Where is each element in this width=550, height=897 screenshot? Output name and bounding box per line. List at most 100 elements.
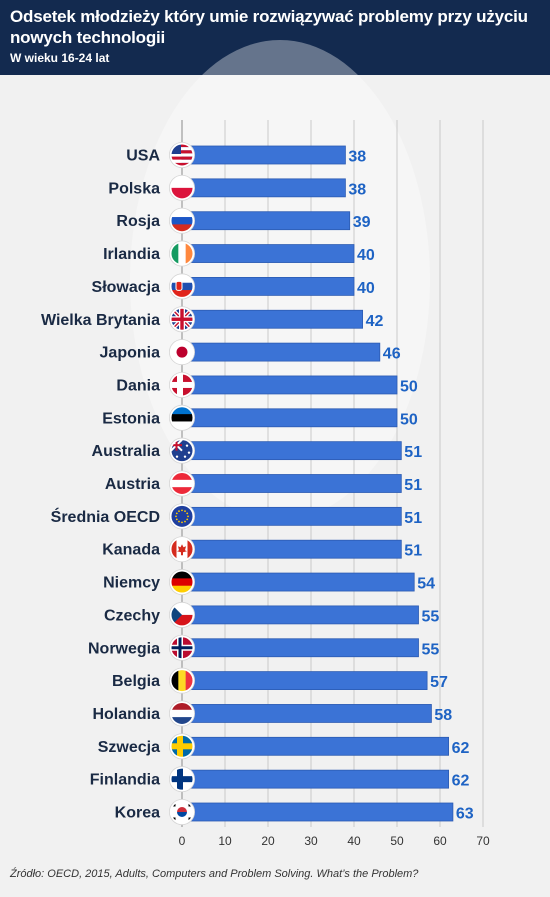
flag-austria-icon (168, 470, 196, 497)
category-label: Dania (116, 377, 160, 394)
data-label: 50 (400, 378, 418, 395)
bar-row: Australia 51 (92, 437, 422, 464)
bar-row: Średnia OECD 51 (51, 503, 422, 530)
flag-finland-icon (168, 766, 196, 793)
data-label: 38 (348, 181, 366, 198)
bar (181, 704, 432, 723)
category-label: Australia (92, 443, 161, 460)
bar-row: Estonia 50 (102, 404, 418, 431)
bar-row: Holandia 58 (92, 700, 452, 727)
category-label: Słowacja (92, 279, 161, 296)
data-label: 51 (404, 477, 422, 494)
bar-row: Austria 51 (105, 470, 422, 497)
data-label: 51 (404, 510, 422, 527)
category-label: Austria (105, 476, 160, 493)
category-label: Japonia (100, 345, 161, 362)
category-label: Czechy (104, 607, 160, 624)
bar (181, 506, 402, 526)
flag-netherlands-icon (168, 700, 196, 727)
data-label: 55 (422, 608, 440, 625)
flag-norway-icon (168, 634, 196, 661)
bar-chart: USA 38 Polska 38 Rosja 39 Irlandia 40 Słowacja 40… (41, 120, 490, 848)
data-label: 62 (452, 740, 470, 757)
source-note: Źródło: OECD, 2015, Adults, Computers an… (10, 868, 419, 880)
bar (181, 605, 419, 625)
bar-row: Słowacja 40 (92, 273, 375, 300)
bar (181, 375, 398, 395)
data-label: 58 (434, 707, 452, 724)
bar (181, 342, 381, 362)
bar (181, 178, 346, 198)
data-label: 38 (348, 149, 366, 166)
bar (181, 539, 402, 559)
x-tick-label: 70 (476, 834, 490, 848)
flag-korea-icon (168, 798, 196, 826)
x-tick-label: 40 (347, 834, 361, 848)
chart-subtitle: W wieku 16-24 lat (10, 51, 110, 65)
bar-row: Belgia 57 (112, 667, 448, 694)
bar-row: Rosja 39 (116, 207, 371, 234)
bar-row: Irlandia 40 (103, 240, 375, 267)
bar-row: Finlandia 62 (90, 766, 470, 793)
bar-row: Norwegia 55 (88, 634, 440, 661)
category-label: Korea (115, 805, 160, 822)
x-tick-label: 60 (433, 834, 447, 848)
x-tick-label: 0 (179, 834, 186, 848)
bar-row: Japonia 46 (100, 339, 401, 366)
category-label: Wielka Brytania (41, 312, 160, 329)
category-label: Polska (108, 180, 160, 197)
bar (181, 276, 355, 296)
bar (181, 244, 355, 263)
bar (181, 736, 450, 756)
flag-sweden-icon (168, 733, 196, 760)
category-label: USA (126, 148, 160, 165)
flag-eu-icon (168, 503, 196, 530)
data-label: 50 (400, 411, 418, 428)
category-label: Finlandia (90, 772, 160, 789)
bar-row: Polska 38 (108, 174, 366, 201)
category-label: Norwegia (88, 640, 160, 657)
bar (181, 408, 398, 428)
bar (181, 474, 402, 493)
bar-row: Wielka Brytania 42 (41, 306, 384, 333)
data-label: 63 (456, 806, 474, 823)
data-label: 46 (383, 346, 401, 363)
data-label: 40 (357, 280, 375, 297)
data-label: 39 (353, 214, 371, 231)
bar (181, 572, 415, 592)
category-label: Kanada (102, 542, 160, 559)
data-label: 42 (366, 313, 384, 330)
data-label: 55 (422, 641, 440, 658)
bar-row: Kanada 51 (102, 536, 422, 563)
data-label: 54 (417, 576, 435, 593)
bar (181, 638, 419, 658)
bar-row: Czechy 55 (104, 601, 440, 628)
category-label: Estonia (102, 410, 160, 427)
category-label: Irlandia (103, 246, 160, 263)
flag-ireland-icon (168, 240, 196, 267)
category-label: Szwecja (98, 739, 160, 756)
x-tick-label: 10 (218, 834, 232, 848)
flag-russia-icon (168, 207, 196, 234)
flag-poland-icon (168, 174, 196, 201)
flag-australia-icon (168, 437, 196, 464)
x-tick-label: 30 (304, 834, 318, 848)
category-label: Niemcy (103, 575, 160, 592)
x-axis: 0 10 20 30 40 50 60 70 (179, 834, 490, 848)
flag-usa-icon (168, 141, 196, 169)
flag-denmark-icon (168, 371, 196, 398)
flag-canada-icon (168, 536, 196, 563)
category-label: Belgia (112, 673, 160, 690)
bar (181, 802, 454, 822)
flag-belgium-icon (168, 667, 196, 694)
bar (181, 309, 364, 329)
data-label: 51 (404, 543, 422, 560)
x-tick-label: 20 (261, 834, 275, 848)
category-label: Holandia (92, 706, 160, 723)
bar (181, 441, 402, 461)
chart-grid (181, 120, 484, 827)
flag-estonia-icon (168, 404, 196, 431)
bar (181, 211, 351, 231)
data-label: 62 (452, 773, 470, 790)
x-tick-label: 50 (390, 834, 404, 848)
